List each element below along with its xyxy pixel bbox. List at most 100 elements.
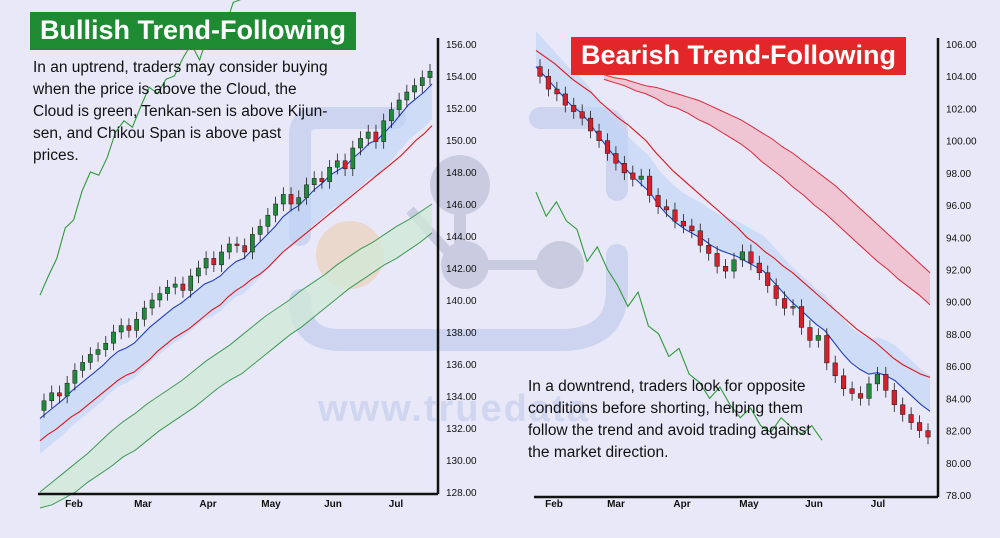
y-tick-label: 82.00	[946, 427, 971, 438]
bullish-title: Bullish Trend-Following	[30, 12, 356, 50]
candle-body	[389, 109, 394, 122]
candle-body	[427, 70, 433, 78]
candle-body	[118, 325, 124, 333]
y-tick-label: 156.00	[446, 40, 477, 51]
candle-body	[126, 325, 132, 331]
candle-body	[706, 245, 712, 254]
series-line-kijun-sen	[535, 49, 931, 378]
candle-body	[554, 88, 560, 95]
candle-body	[891, 390, 897, 406]
y-tick-label: 140.00	[446, 296, 477, 307]
candle-body	[630, 172, 636, 180]
candle-body	[64, 382, 70, 397]
candle-body	[908, 414, 914, 423]
candle-body	[714, 253, 720, 267]
candle-body	[226, 243, 232, 253]
y-tick-label: 128.00	[446, 488, 477, 499]
x-tick-label: May	[261, 499, 281, 510]
candle-body	[311, 178, 317, 186]
y-tick-label: 86.00	[946, 362, 971, 373]
candle-body	[412, 85, 417, 93]
candle-body	[134, 318, 139, 331]
y-tick-label: 88.00	[946, 330, 971, 341]
x-tick-label: Apr	[673, 499, 690, 510]
candle-body	[866, 383, 872, 399]
candle-body	[672, 209, 678, 222]
x-tick-label: May	[739, 499, 759, 510]
candle-body	[824, 335, 830, 364]
y-tick-label: 90.00	[946, 298, 971, 309]
series-line-senkou-span-a	[603, 78, 931, 306]
candle-body	[396, 99, 402, 110]
x-tick-label: Mar	[134, 499, 152, 510]
price-band	[536, 31, 930, 412]
y-tick-label: 132.00	[446, 424, 477, 435]
y-tick-label: 100.00	[946, 137, 977, 148]
candle-body	[327, 166, 332, 182]
candle-body	[373, 131, 379, 142]
y-tick-label: 106.00	[946, 40, 977, 51]
candle-body	[841, 375, 847, 389]
candle-body	[172, 283, 178, 288]
candle-body	[857, 393, 864, 399]
candle-body	[257, 226, 263, 235]
x-tick-label: Jun	[324, 499, 342, 510]
candle-body	[756, 262, 762, 274]
candle-body	[95, 349, 101, 355]
y-tick-label: 138.00	[446, 328, 477, 339]
y-tick-label: 84.00	[946, 394, 971, 405]
candle-body	[342, 160, 348, 170]
candle-body	[697, 230, 703, 246]
x-tick-label: Apr	[199, 499, 216, 510]
candle-body	[180, 283, 186, 291]
x-tick-label: Jul	[389, 499, 404, 510]
y-tick-label: 134.00	[446, 392, 477, 403]
candle-body	[250, 234, 255, 253]
candle-body	[103, 342, 109, 350]
x-tick-label: Mar	[607, 499, 625, 510]
candle-body	[815, 335, 821, 341]
price-band	[40, 84, 432, 454]
y-tick-label: 144.00	[446, 232, 477, 243]
y-tick-label: 102.00	[946, 104, 977, 115]
y-tick-label: 136.00	[446, 360, 477, 371]
candle-body	[280, 194, 286, 205]
candle-body	[537, 66, 543, 77]
candle-body	[188, 275, 194, 291]
candle-body	[588, 117, 594, 132]
series-line-tenkan-sen	[39, 83, 433, 419]
x-tick-label: Jun	[805, 499, 823, 510]
y-tick-label: 146.00	[446, 200, 477, 211]
x-tick-label: Feb	[545, 499, 563, 510]
candle-body	[242, 245, 248, 253]
candle-body	[211, 258, 217, 266]
y-tick-label: 130.00	[446, 456, 477, 467]
candle-body	[925, 430, 931, 438]
y-tick-label: 104.00	[946, 72, 977, 83]
candle-body	[739, 251, 745, 261]
bearish-chart: 106.00 104.00 102.00 100.00 98.00 96.00 94.00 9…	[534, 31, 977, 510]
y-tick-label: 92.00	[946, 266, 971, 277]
candle-body	[57, 392, 62, 397]
candle-body	[765, 272, 771, 286]
candle-body	[782, 298, 788, 309]
series-line-senkou-span-b	[39, 232, 433, 509]
candle-body	[638, 175, 644, 180]
candle-body	[304, 184, 309, 198]
y-tick-label: 148.00	[446, 168, 477, 179]
y-tick-label: 98.00	[946, 169, 971, 180]
candle-body	[149, 299, 155, 309]
candle-body	[165, 286, 170, 294]
candle-body	[900, 404, 906, 415]
candle-body	[196, 267, 201, 277]
candle-body	[807, 327, 813, 341]
series-line-kijun-sen	[39, 125, 433, 442]
candle-body	[157, 293, 163, 301]
y-tick-label: 142.00	[446, 264, 477, 275]
candle-body	[545, 75, 551, 90]
watermark-text: www.truedata	[318, 388, 590, 430]
candle-body	[689, 225, 695, 232]
y-tick-label: 94.00	[946, 233, 971, 244]
candle-body	[773, 285, 779, 299]
